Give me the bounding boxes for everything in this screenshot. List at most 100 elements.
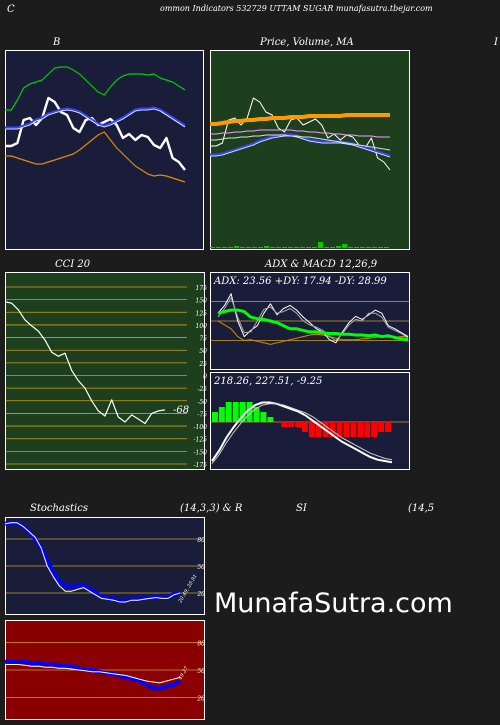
volume-bar — [384, 247, 389, 248]
volume-bar — [228, 247, 233, 248]
price-series-2 — [210, 129, 390, 138]
volume-bar — [288, 247, 293, 248]
macd-histogram-bar — [295, 422, 301, 427]
price-series-3-core — [210, 135, 391, 158]
macd-histogram-bar — [385, 422, 391, 432]
macd-histogram-bar — [308, 422, 315, 437]
osc-series-0 — [5, 659, 181, 691]
volume-bar — [276, 247, 281, 248]
cci-tick-label: 150 — [196, 298, 208, 305]
osc-series-1 — [5, 522, 181, 603]
macd-histogram-bar — [288, 422, 295, 427]
volume-bar — [360, 247, 365, 248]
volume-bar — [264, 246, 269, 248]
macd-histogram-bar — [302, 422, 308, 432]
volume-bar — [270, 247, 275, 248]
volume-bar — [318, 242, 323, 248]
cci-tick-label: -75 — [197, 411, 207, 418]
bollinger-chart — [5, 50, 204, 250]
price-series-1 — [210, 113, 390, 126]
cci-title: CCI 20 — [55, 259, 91, 270]
adx-series-2 — [217, 297, 409, 341]
macd-histogram-bar — [350, 422, 357, 437]
volume-bar — [258, 247, 263, 248]
volume-bar — [282, 247, 287, 248]
macd-histogram-bar — [343, 422, 350, 437]
macd-histogram-bar — [315, 422, 322, 437]
macd-series-1 — [211, 403, 393, 464]
volume-bar — [216, 247, 221, 248]
edge-char-right: I — [494, 37, 498, 48]
adx-chart: ADX: 23.56 +DY: 17.94 -DY: 28.99 — [210, 272, 410, 370]
bollinger-title: B — [53, 37, 61, 48]
osc-tick-label: 50 — [197, 564, 205, 571]
panel-frame — [210, 50, 410, 250]
page-title: ommon Indicators 532729 UTTAM SUGAR muna… — [160, 4, 433, 13]
volume-bar — [354, 247, 359, 248]
adx-label: ADX: 23.56 +DY: 17.94 -DY: 28.99 — [213, 276, 387, 287]
macd-histogram-bar — [212, 412, 218, 422]
cci-tick-label: 75 — [199, 336, 207, 343]
price-ma-title: Price, Volume, MA — [260, 37, 354, 48]
volume-bar — [366, 247, 371, 248]
cci-tick-label: 100 — [196, 323, 208, 330]
macd-label: 218.26, 227.51, -9.25 — [213, 376, 322, 387]
cci-tick-label: 50 — [199, 348, 207, 355]
cci-tick-label: -100 — [194, 424, 208, 431]
macd-histogram-bar — [246, 402, 253, 422]
cci-value-label: -68 — [173, 405, 189, 416]
cci-tick-label: 25 — [198, 361, 207, 368]
adx-series-0 — [217, 308, 409, 342]
macd-histogram-bar — [225, 402, 232, 422]
volume-bar — [210, 247, 215, 248]
bollinger-series-1 — [5, 66, 186, 111]
volume-bar — [330, 247, 335, 248]
osc-tick-label: 20 — [196, 591, 205, 598]
macd-chart: 218.26, 227.51, -9.25 — [210, 372, 410, 470]
osc-tick-label: 50 — [197, 668, 205, 675]
macd-series-0 — [211, 401, 393, 464]
volume-bar — [300, 247, 305, 248]
bollinger-series-2 — [5, 106, 186, 130]
macd-histogram-bar — [357, 422, 364, 437]
cci-chart: 175 150 125 100 75 50 25 0 -25 -50 -75 -100 -125 -150… — [5, 272, 208, 470]
volume-bar — [222, 247, 227, 248]
volume-bar — [306, 247, 311, 248]
adx-series-3 — [217, 320, 408, 345]
volume-bar — [336, 246, 341, 248]
bollinger-series-2-core — [5, 108, 186, 130]
macd-histogram-bar — [267, 417, 274, 422]
header-left-char: C — [7, 4, 15, 15]
osc-tick-label: 80 — [197, 640, 205, 647]
volume-bar — [240, 247, 245, 248]
cci-tick-label: 0 — [203, 374, 207, 381]
osc-series-0 — [5, 520, 181, 604]
osc-tick-label: 20 — [196, 696, 205, 703]
macd-histogram-bar — [253, 407, 260, 422]
volume-bar — [294, 247, 299, 248]
macd-histogram-bar — [378, 422, 385, 432]
cci-line — [5, 301, 166, 425]
macd-histogram-bar — [260, 412, 267, 422]
osc-series-1 — [5, 664, 181, 684]
price-series-4 — [210, 134, 391, 151]
price-ma-chart — [210, 50, 410, 250]
macd-histogram-bar — [239, 402, 246, 422]
macd-histogram-bar — [281, 422, 288, 427]
panel-frame — [5, 50, 204, 250]
cci-tick-label: -150 — [194, 449, 208, 456]
volume-bar — [252, 247, 257, 248]
volume-bar — [372, 247, 377, 248]
macd-histogram-bar — [329, 422, 336, 437]
volume-bar — [378, 247, 383, 248]
watermark: MunafaSutra.com — [214, 588, 453, 619]
stochastics-params: (14,3,3) & R — [180, 503, 243, 514]
panel-frame — [5, 272, 205, 470]
macd-histogram-bar — [336, 422, 343, 437]
cci-tick-label: -50 — [197, 399, 207, 406]
cci-tick-label: -25 — [197, 386, 207, 393]
volume-bar — [348, 247, 353, 248]
osc-tick-label: 80 — [197, 537, 205, 544]
volume-bar — [342, 244, 347, 248]
